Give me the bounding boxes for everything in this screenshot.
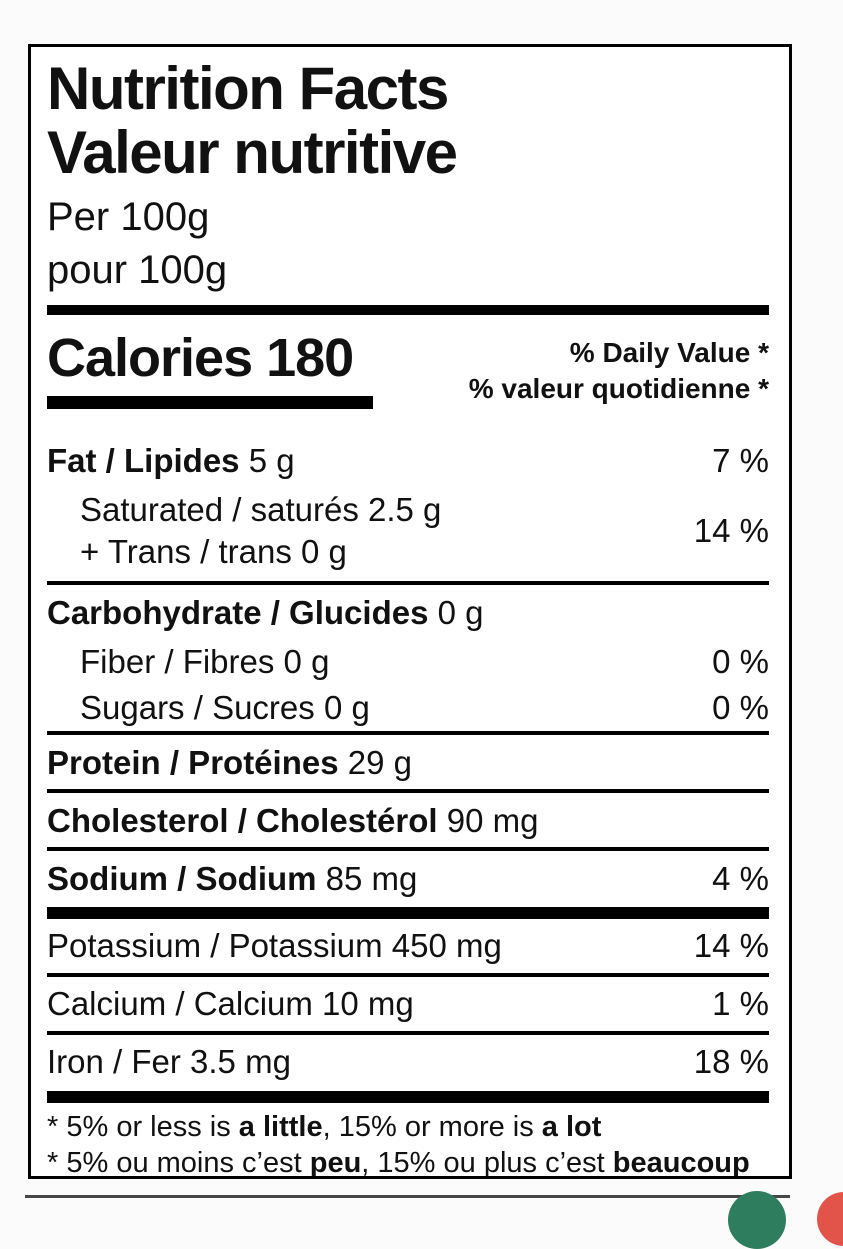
calories-underline bbox=[47, 396, 373, 409]
sodium-amount: 85 mg bbox=[316, 860, 418, 897]
potassium-name: Potassium / Potassium 450 mg bbox=[47, 927, 502, 964]
nutrition-facts-label: Nutrition Facts Valeur nutritive Per 100… bbox=[28, 44, 792, 1179]
fat-dv: 7 % bbox=[712, 442, 769, 479]
carbohydrate-name: Carbohydrate / Glucides bbox=[47, 594, 429, 631]
daily-value-header-en: % Daily Value * bbox=[569, 337, 769, 368]
label-title-fr: Valeur nutritive bbox=[47, 119, 458, 186]
cropped-red-button[interactable] bbox=[817, 1192, 843, 1246]
calories-text: Calories 180 bbox=[47, 329, 373, 387]
daily-value-header-fr: % valeur quotidienne * bbox=[468, 373, 769, 404]
calcium-name: Calcium / Calcium 10 mg bbox=[47, 985, 414, 1022]
bottom-edge-divider bbox=[25, 1195, 790, 1198]
section-divider-thin bbox=[47, 973, 769, 977]
potassium-dv: 14 % bbox=[693, 927, 769, 964]
fiber-dv: 0 % bbox=[712, 643, 769, 680]
section-divider-thin bbox=[47, 1031, 769, 1035]
nutrient-row-sodium: Sodium / Sodium 85 mg 4 % bbox=[47, 851, 769, 905]
trans-fat-line: + Trans / trans 0 g bbox=[80, 533, 347, 570]
nutrient-row-cholesterol: Cholesterol / Cholestérol 90 mg bbox=[47, 793, 769, 847]
section-divider-thin bbox=[47, 847, 769, 851]
fat-name: Fat / Lipides bbox=[47, 442, 240, 479]
nutrient-row-fiber: Fiber / Fibres 0 g 0 % bbox=[47, 639, 769, 685]
calories-row: Calories 180 % Daily Value * % valeur quo… bbox=[47, 329, 769, 425]
section-divider-thick bbox=[47, 907, 769, 919]
sodium-name: Sodium / Sodium bbox=[47, 860, 317, 897]
nutrient-row-iron: Iron / Fer 3.5 mg 18 % bbox=[47, 1035, 769, 1089]
iron-dv: 18 % bbox=[693, 1043, 769, 1080]
nutrient-row-saturated-trans: Saturated / saturés 2.5 g + Trans / tran… bbox=[47, 487, 769, 581]
saturated-fat-line: Saturated / saturés 2.5 g bbox=[80, 491, 442, 528]
calcium-dv: 1 % bbox=[712, 985, 769, 1022]
daily-value-header: % Daily Value * % valeur quotidienne * bbox=[469, 329, 769, 425]
cholesterol-name: Cholesterol / Cholestérol bbox=[47, 802, 438, 839]
nutrient-row-protein: Protein / Protéines 29 g bbox=[47, 735, 769, 789]
sodium-dv: 4 % bbox=[712, 860, 769, 897]
footnotes: * 5% or less is a little, 15% or more is… bbox=[47, 1109, 769, 1179]
section-divider-thick-bottom bbox=[47, 1091, 769, 1103]
calories-label: Calories bbox=[47, 328, 253, 388]
sugars-dv: 0 % bbox=[712, 689, 769, 726]
section-divider-thin bbox=[47, 581, 769, 585]
fiber-name: Fiber / Fibres 0 g bbox=[80, 643, 330, 680]
sugars-name: Sugars / Sucres 0 g bbox=[80, 689, 370, 726]
nutrient-row-calcium: Calcium / Calcium 10 mg 1 % bbox=[47, 977, 769, 1031]
calories-block: Calories 180 bbox=[47, 329, 373, 425]
iron-name: Iron / Fer 3.5 mg bbox=[47, 1043, 291, 1080]
nutrient-rows: Fat / Lipides 5 g 7 % Saturated / saturé… bbox=[47, 433, 769, 1179]
serving-size-en: Per 100g bbox=[47, 195, 210, 239]
protein-name: Protein / Protéines bbox=[47, 744, 339, 781]
nutrient-row-sugars: Sugars / Sucres 0 g 0 % bbox=[47, 685, 769, 731]
label-title-en: Nutrition Facts bbox=[47, 55, 449, 122]
carbohydrate-amount: 0 g bbox=[428, 594, 484, 631]
section-divider-thick-top bbox=[47, 305, 769, 315]
serving-size-fr: pour 100g bbox=[47, 248, 228, 292]
section-divider-thin bbox=[47, 789, 769, 793]
calories-value: 180 bbox=[266, 328, 354, 388]
nutrient-row-carbohydrate: Carbohydrate / Glucides 0 g bbox=[47, 585, 769, 639]
fat-amount: 5 g bbox=[239, 442, 295, 479]
nutrient-row-potassium: Potassium / Potassium 450 mg 14 % bbox=[47, 919, 769, 973]
protein-amount: 29 g bbox=[338, 744, 412, 781]
nutrient-row-fat: Fat / Lipides 5 g 7 % bbox=[47, 433, 769, 487]
footnote-fr: * 5% ou moins c’est peu, 15% ou plus c’e… bbox=[47, 1147, 750, 1179]
section-divider-thin bbox=[47, 731, 769, 735]
footnote-en: * 5% or less is a little, 15% or more is… bbox=[47, 1111, 602, 1143]
cholesterol-amount: 90 mg bbox=[437, 802, 539, 839]
saturated-trans-dv: 14 % bbox=[693, 512, 769, 549]
